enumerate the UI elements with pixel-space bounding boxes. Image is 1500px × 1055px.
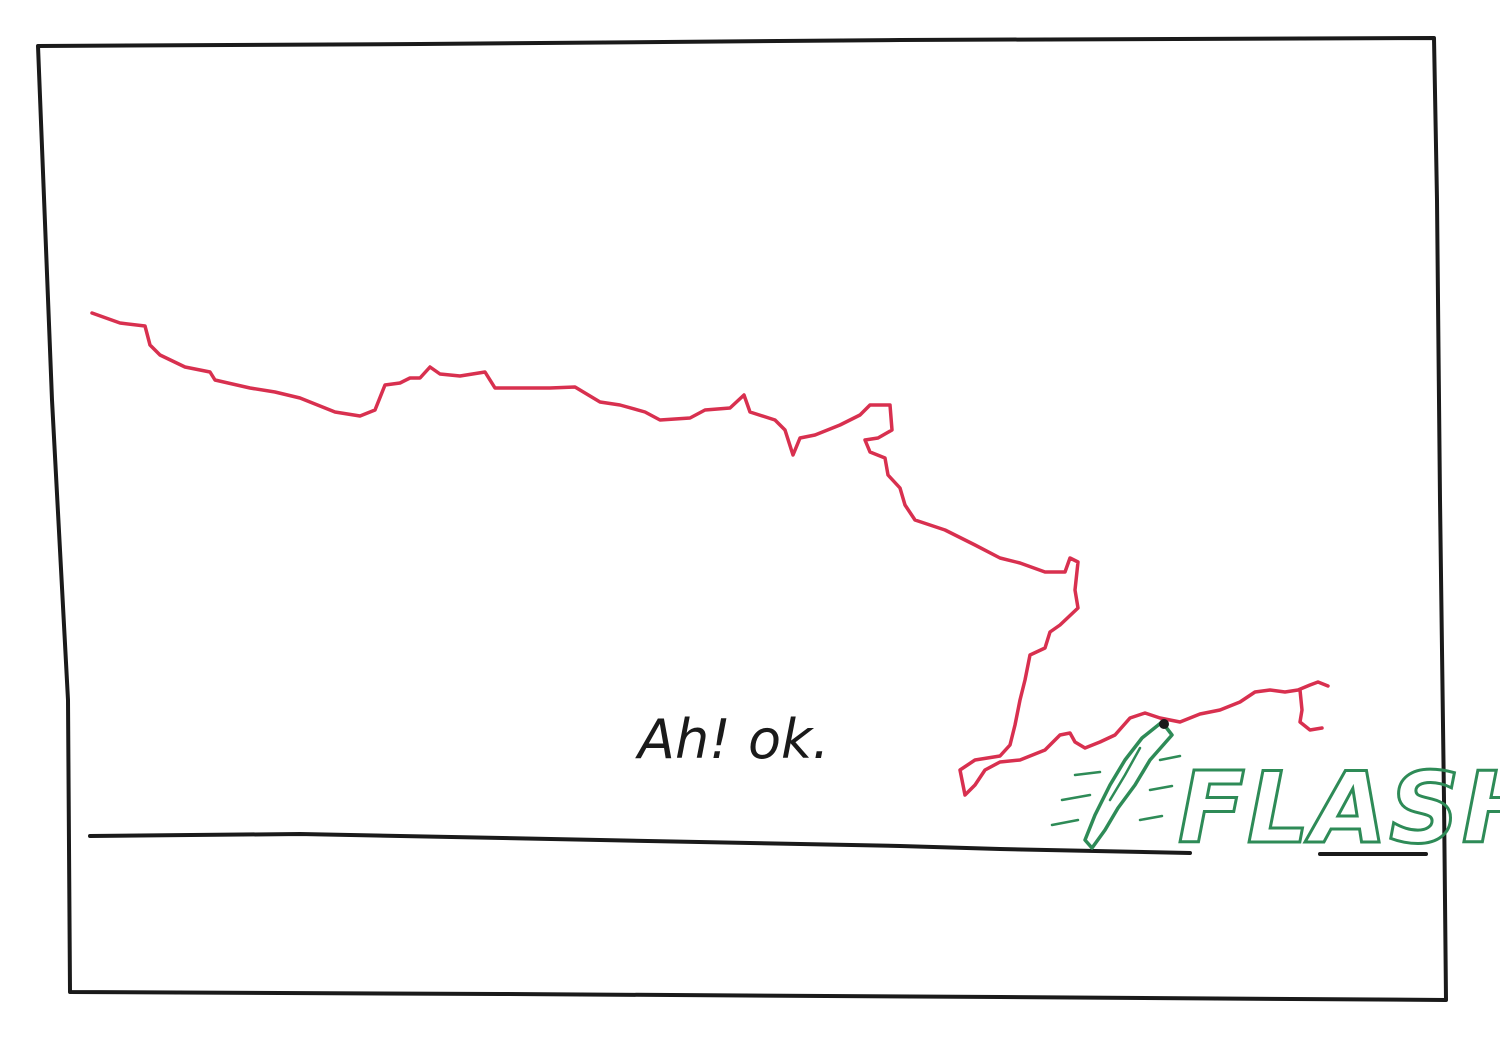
sound-effect-text: FLASH [1178, 752, 1500, 866]
panel-frame [36, 36, 1448, 1002]
lightning-bolt-icon [1050, 719, 1182, 850]
speech-text: Ah! ok. [635, 708, 829, 771]
red-wiggle-line [90, 311, 1330, 797]
red-wiggle-line-drop [1298, 688, 1324, 732]
ground-line [88, 831, 1192, 855]
